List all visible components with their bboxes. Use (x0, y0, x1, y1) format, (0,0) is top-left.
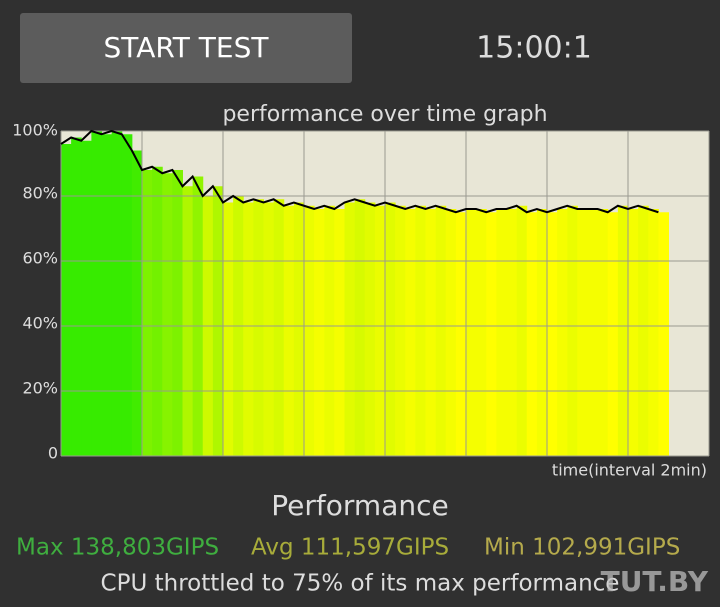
y-tick-label: 20% (22, 379, 58, 398)
performance-column (547, 212, 558, 456)
performance-column (536, 209, 548, 456)
x-axis-label: time(interval 2min) (552, 461, 707, 480)
performance-column (354, 199, 366, 456)
performance-column (658, 212, 669, 456)
chart-title: performance over time graph (222, 102, 547, 127)
performance-column (71, 137, 82, 456)
performance-column (526, 212, 538, 456)
performance-column (577, 209, 588, 456)
avg-stat: Avg 111,597GIPS (251, 535, 449, 561)
performance-column (395, 205, 406, 456)
performance-column (617, 205, 629, 456)
performance-column (486, 212, 497, 456)
throttle-note: CPU throttled to 75% of its max performa… (101, 571, 620, 597)
performance-column (61, 144, 72, 456)
performance-column (496, 209, 507, 456)
performance-column (567, 205, 578, 456)
performance-column (435, 205, 447, 456)
performance-column (374, 205, 386, 456)
performance-column (466, 209, 477, 456)
timer: 15:00:1 (476, 31, 592, 66)
performance-column (131, 150, 143, 456)
performance-column (607, 212, 619, 456)
y-tick-label: 40% (22, 314, 58, 333)
performance-column (516, 205, 528, 456)
start-button[interactable] (20, 13, 352, 83)
min-stat: Min 102,991GIPS (484, 535, 680, 561)
performance-column (455, 212, 467, 456)
performance-column (273, 199, 285, 456)
y-tick-label: 0 (48, 444, 58, 463)
performance-column (344, 202, 356, 456)
performance-column (385, 202, 396, 456)
max-stat: Max 138,803GIPS (16, 535, 219, 561)
performance-column (334, 209, 345, 456)
performance-column (445, 209, 457, 456)
watermark: TUT.BY (601, 565, 709, 598)
performance-column (223, 202, 234, 456)
performance-column (212, 186, 224, 456)
y-tick-label: 100% (12, 121, 58, 140)
performance-column (101, 134, 113, 456)
start-button-label[interactable]: START TEST (104, 31, 270, 64)
performance-column (142, 170, 153, 456)
y-tick-label: 80% (22, 184, 58, 203)
performance-column (111, 131, 123, 456)
performance-column (587, 209, 599, 456)
performance-column (152, 166, 163, 456)
performance-column (162, 173, 173, 456)
performance-column (597, 209, 609, 456)
performance-column (324, 205, 335, 456)
plot (60, 129, 710, 457)
performance-column (628, 209, 639, 456)
performance-column (506, 209, 518, 456)
performance-column (476, 209, 487, 456)
performance-column (263, 202, 275, 456)
performance-column (557, 209, 568, 456)
performance-column (638, 205, 649, 456)
performance-column (253, 199, 264, 456)
summary-title: Performance (271, 489, 448, 522)
performance-column (293, 202, 305, 456)
performance-column (91, 131, 102, 456)
performance-column (192, 176, 204, 456)
performance-column (172, 170, 183, 456)
performance-column (81, 140, 92, 456)
performance-column (425, 209, 437, 456)
performance-line (60, 129, 659, 214)
performance-column (648, 209, 659, 456)
performance-column (314, 209, 325, 456)
performance-column (415, 205, 426, 456)
performance-column (364, 202, 376, 456)
performance-column (182, 186, 194, 456)
performance-column (243, 202, 254, 456)
performance-column (405, 209, 416, 456)
y-tick-label: 60% (22, 249, 58, 268)
performance-column (304, 205, 315, 456)
performance-column (121, 134, 133, 456)
performance-column (283, 205, 295, 456)
